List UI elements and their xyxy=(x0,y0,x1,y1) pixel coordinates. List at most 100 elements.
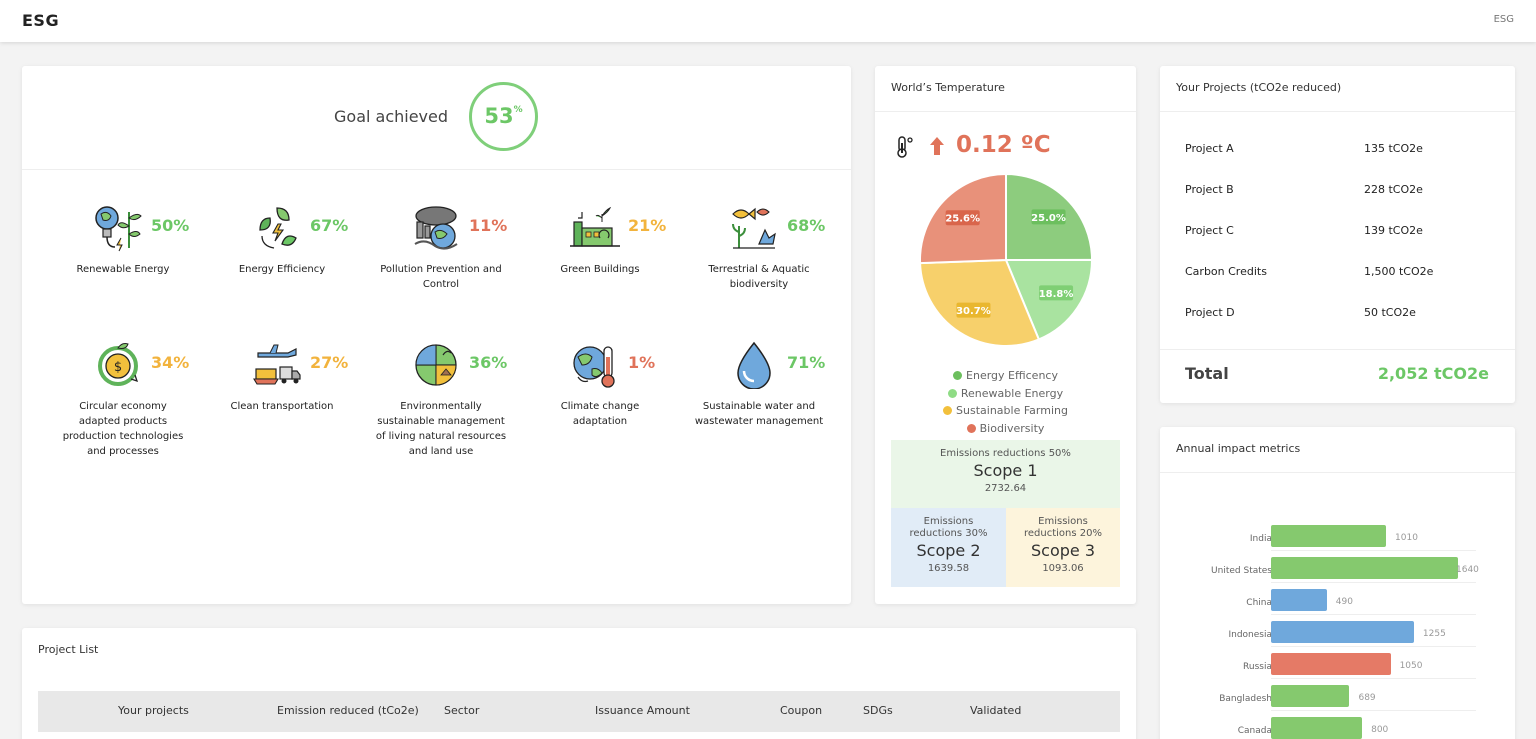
pie-label: 25.0% xyxy=(1031,213,1066,224)
temperature-title: World’s Temperature xyxy=(875,66,1136,112)
bar-value-label: 1050 xyxy=(1399,661,1423,671)
category-biodiversity[interactable]: 68% Terrestrial & Aquatic biodiversity xyxy=(679,204,839,292)
bar-row: India 1010 xyxy=(1160,525,1515,566)
bar[interactable] xyxy=(1271,589,1327,611)
gridline xyxy=(1271,678,1476,679)
bar-category-label: Bangladesh xyxy=(1219,694,1272,704)
category-name: Renewable Energy xyxy=(76,264,170,275)
category-land-use[interactable]: 36% Environmentally sustainable manageme… xyxy=(361,341,521,459)
annual-impact-card: Annual impact metrics India 1010 United St… xyxy=(1160,427,1515,739)
category-renewable-energy[interactable]: 50% Renewable Energy xyxy=(43,204,203,277)
legend-dot xyxy=(953,371,963,381)
column-header[interactable]: Your projects xyxy=(118,704,189,717)
column-header[interactable]: Validated xyxy=(970,704,1022,717)
bar-row: Indonesia 1255 xyxy=(1160,621,1515,662)
column-header[interactable]: Sector xyxy=(444,704,480,717)
legend-dot xyxy=(947,388,957,398)
brand-logo[interactable]: ESG xyxy=(22,11,60,30)
svg-text:$: $ xyxy=(114,360,122,375)
scope-3-panel: Emissions reductions 20% Scope 3 1093.06 xyxy=(1006,508,1120,587)
category-circular-economy[interactable]: $ 34% Circular economy adapted products … xyxy=(43,341,203,459)
bar[interactable] xyxy=(1271,557,1458,579)
column-header[interactable]: SDGs xyxy=(863,704,893,717)
gridline xyxy=(1271,646,1476,647)
column-header[interactable]: Issuance Amount xyxy=(595,704,690,717)
project-list-card: Project List Your projects Emission redu… xyxy=(22,628,1136,739)
category-energy-efficiency[interactable]: 67% Energy Efficiency xyxy=(202,204,362,277)
scope-2-reduction: Emissions reductions 30% xyxy=(909,516,988,539)
category-climate-adaptation[interactable]: 1% Climate change adaptation xyxy=(520,341,680,429)
project-name[interactable]: Project A xyxy=(1185,142,1234,155)
bar-row: Bangladesh 689 xyxy=(1160,685,1515,726)
arrow-up-icon xyxy=(930,137,944,155)
temperature-value: 0.12 ºC xyxy=(956,132,1051,158)
legend-label: Sustainable Farming xyxy=(956,404,1068,418)
project-name[interactable]: Project D xyxy=(1185,306,1235,319)
scope-3-title: Scope 3 xyxy=(1030,541,1095,560)
category-percent: 68% xyxy=(787,216,826,235)
project-name[interactable]: Project C xyxy=(1185,224,1234,237)
total-value: 2,052 tCO2e xyxy=(1377,364,1489,383)
scope-1-panel: Emissions reductions 50% Scope 1 2732.64 xyxy=(891,440,1120,508)
thermometer-icon xyxy=(897,136,913,158)
legend-dot xyxy=(943,406,953,416)
project-name[interactable]: Project B xyxy=(1185,183,1234,196)
category-green-buildings[interactable]: 21% Green Buildings xyxy=(520,204,680,277)
scope-3-reduction: Emissions reductions 20% xyxy=(1024,516,1102,539)
temperature-card: World’s Temperature 0.12 ºC 25.0% 18.8% 30… xyxy=(875,66,1136,604)
category-name: Circular economy adapted products produc… xyxy=(62,401,184,457)
legend-item[interactable]: Sustainable Farming xyxy=(875,402,1136,420)
category-pollution[interactable]: 11% Pollution Prevention and Control xyxy=(361,204,521,292)
legend-item[interactable]: Biodiversity xyxy=(875,420,1136,438)
legend-dot xyxy=(966,423,976,433)
category-clean-transportation[interactable]: 27% Clean transportation xyxy=(202,341,362,414)
bar-value-label: 1255 xyxy=(1422,629,1446,639)
bar-value-label: 1010 xyxy=(1395,533,1418,543)
legend-label: Energy Efficency xyxy=(966,369,1058,383)
category-percent: 67% xyxy=(310,216,349,235)
pie-label-badge xyxy=(1039,285,1074,301)
bar-value-label: 800 xyxy=(1371,725,1389,735)
renewable-energy-icon xyxy=(95,206,142,252)
bar-category-label: United States xyxy=(1211,566,1272,576)
annual-title: Annual impact metrics xyxy=(1160,427,1515,473)
goal-label: Goal achieved xyxy=(334,107,449,126)
bar[interactable] xyxy=(1271,685,1350,707)
category-percent: 71% xyxy=(787,353,826,372)
legend-item[interactable]: Renewable Energy xyxy=(875,385,1136,403)
scope-2-title: Scope 2 xyxy=(916,541,981,560)
legend-item[interactable]: Energy Efficency xyxy=(875,367,1136,385)
goal-card: Goal achieved 53% 50% Renewable Energy xyxy=(22,66,851,604)
goal-progress-ring: 53% xyxy=(469,82,538,151)
pie-label-badge xyxy=(1031,209,1066,225)
projects-title: Your Projects (tCO2e reduced) xyxy=(1160,66,1515,112)
water-drop-icon xyxy=(737,341,771,389)
bar[interactable] xyxy=(1271,525,1387,547)
scope-1-title: Scope 1 xyxy=(973,461,1038,480)
category-name: Pollution Prevention and Control xyxy=(380,264,502,290)
project-name[interactable]: Carbon Credits xyxy=(1185,265,1267,278)
bar-value-label: 689 xyxy=(1358,693,1376,703)
bar[interactable] xyxy=(1271,653,1391,675)
column-header[interactable]: Coupon xyxy=(780,704,823,717)
pie-label-badge xyxy=(956,302,991,318)
column-header[interactable]: Emission reduced (tCo2e) xyxy=(277,704,419,717)
top-right-label[interactable]: ESG xyxy=(1493,14,1514,25)
category-name: Climate change adaptation xyxy=(560,401,640,427)
scope-1-reduction: Emissions reductions 50% xyxy=(940,448,1071,459)
bar[interactable] xyxy=(1271,621,1414,643)
scope-1-value: 2732.64 xyxy=(984,483,1027,494)
projects-card: Your Projects (tCO2e reduced) Project A … xyxy=(1160,66,1515,403)
goal-unit: % xyxy=(513,105,523,115)
bar-row: Canada 800 xyxy=(1160,717,1515,739)
bar[interactable] xyxy=(1271,717,1363,739)
bar-value-label: 490 xyxy=(1335,597,1353,607)
climate-icon xyxy=(573,346,615,388)
bar-row: United States 1640 xyxy=(1160,557,1515,598)
pollution-icon xyxy=(414,206,458,250)
category-name: Energy Efficiency xyxy=(238,264,326,275)
category-percent: 21% xyxy=(628,216,667,235)
category-water-management[interactable]: 71% Sustainable water and wastewater man… xyxy=(679,341,839,429)
transportation-icon xyxy=(253,344,301,385)
top-bar: ESG ESG xyxy=(0,0,1536,42)
